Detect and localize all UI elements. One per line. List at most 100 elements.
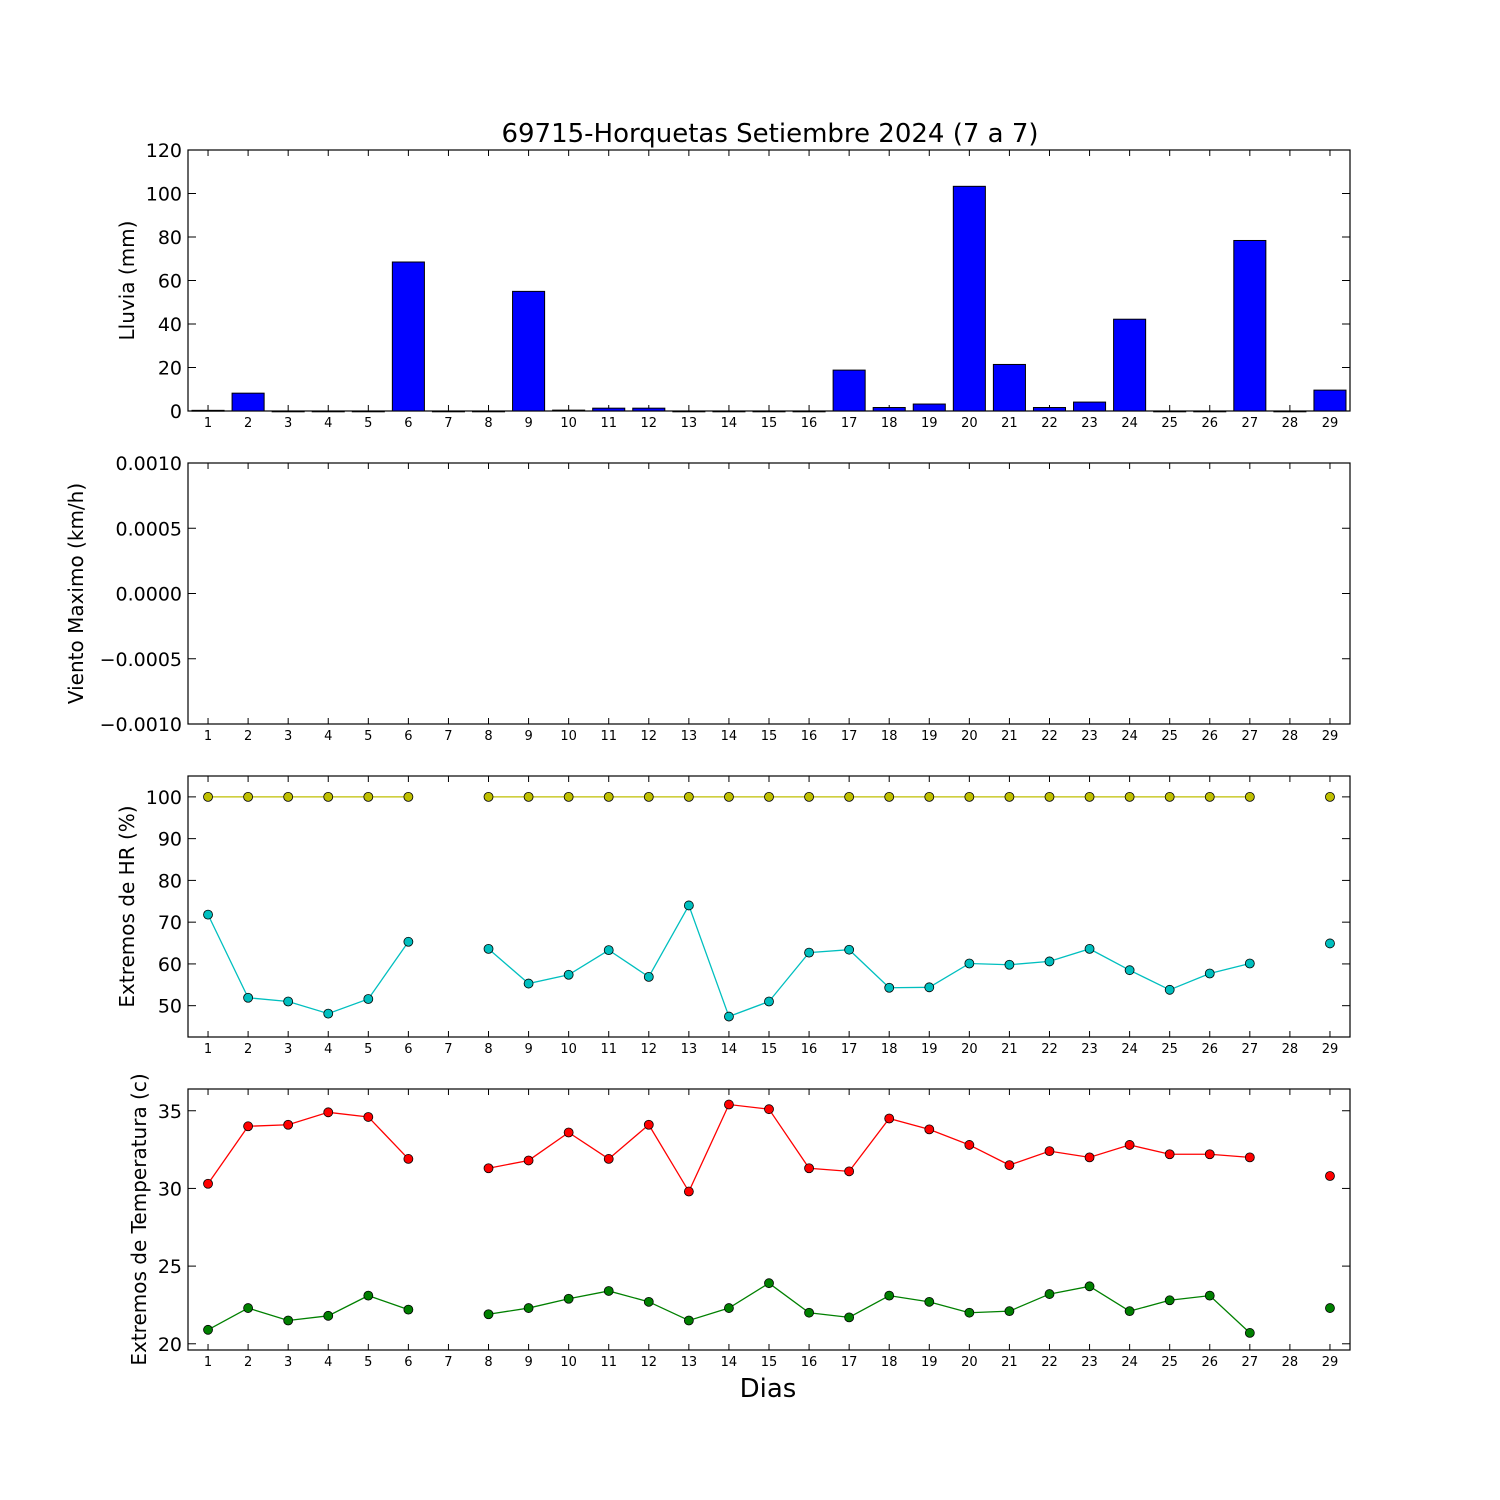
hr-xtick-label: 19 [921, 1042, 938, 1057]
hr-data-point [283, 791, 294, 802]
rain-xtick-label: 25 [1161, 416, 1178, 431]
wind-xtick-label: 1 [204, 729, 212, 744]
wind-xtick-label: 3 [284, 729, 292, 744]
hr-data-point [1164, 984, 1175, 995]
temp-data-point [1044, 1146, 1055, 1157]
temp-xtick-label: 20 [961, 1355, 978, 1370]
wind-xtick-label: 6 [404, 729, 412, 744]
temp-data-point [323, 1310, 334, 1321]
temp-data-point [1204, 1149, 1215, 1160]
hr-data-point [243, 791, 254, 802]
hr-data-point [1004, 959, 1015, 970]
temp-data-point [844, 1312, 855, 1323]
temp-data-point [964, 1140, 975, 1150]
rain-bar [1193, 410, 1227, 413]
hr-data-point [643, 791, 654, 802]
rain-xtick-label: 10 [560, 416, 577, 431]
rain-xtick-label: 18 [881, 416, 898, 431]
wind-xtick-label: 21 [1001, 729, 1018, 744]
temp-data-point [243, 1121, 254, 1132]
hr-xtick-label: 11 [600, 1042, 617, 1057]
temp-xtick-label: 16 [801, 1355, 818, 1370]
temp-xtick-label: 11 [600, 1355, 617, 1370]
hr-data-point [1244, 958, 1255, 969]
hr-ytick-label: 50 [158, 996, 182, 1018]
temp-xtick-label: 18 [881, 1355, 898, 1370]
temp-data-point [964, 1307, 975, 1318]
hr-xtick-label: 2 [244, 1042, 252, 1057]
temp-data-point [1004, 1306, 1015, 1317]
temp-xtick-label: 12 [641, 1355, 658, 1370]
rain-bar [512, 290, 546, 412]
wind-xtick-label: 18 [881, 729, 898, 744]
temp-data-point [1164, 1149, 1175, 1160]
hr-data-point [964, 791, 975, 802]
temp-xtick-label: 1 [204, 1355, 212, 1370]
temp-data-point [724, 1099, 734, 1110]
rain-xtick-label: 26 [1201, 416, 1218, 431]
rain-xtick-label: 4 [324, 416, 332, 431]
wind-xtick-label: 23 [1081, 729, 1098, 744]
hr-xtick-label: 26 [1201, 1042, 1218, 1057]
temp-data-point [844, 1166, 855, 1177]
wind-xtick-label: 14 [721, 729, 738, 744]
rain-bar [592, 407, 626, 412]
temp-data-point [683, 1186, 694, 1197]
rain-xtick-label: 14 [721, 416, 738, 431]
rain-bar [1233, 239, 1267, 412]
rain-xtick-label: 20 [961, 416, 978, 431]
wind-ytick-label: −0.0005 [100, 649, 182, 671]
wind-xtick-label: 28 [1282, 729, 1299, 744]
temp-data-point [1124, 1306, 1135, 1317]
hr-data-point [243, 992, 254, 1003]
temp-xtick-label: 29 [1322, 1355, 1339, 1370]
hr-data-point [1084, 791, 1095, 802]
rain-bar [952, 185, 986, 412]
rain-ytick-label: 40 [158, 314, 182, 336]
rain-ytick-label: 80 [158, 227, 182, 249]
temp-data-point [563, 1293, 574, 1304]
wind-xtick-label: 20 [961, 729, 978, 744]
wind-xtick-label: 25 [1161, 729, 1178, 744]
hr-xtick-label: 18 [881, 1042, 898, 1057]
hr-xtick-label: 16 [801, 1042, 818, 1057]
temp-data-point [764, 1278, 774, 1289]
hr-xtick-label: 20 [961, 1042, 978, 1057]
wind-xtick-label: 15 [761, 729, 778, 744]
hr-xtick-label: 6 [404, 1042, 412, 1057]
hr-data-point [764, 996, 774, 1007]
temp-xtick-label: 19 [921, 1355, 938, 1370]
hr-data-point [483, 943, 494, 954]
hr-xtick-label: 29 [1322, 1042, 1339, 1057]
rain-xtick-label: 29 [1322, 416, 1339, 431]
hr-xtick-label: 24 [1121, 1042, 1138, 1057]
hr-xtick-label: 21 [1001, 1042, 1018, 1057]
temp-xtick-label: 13 [681, 1355, 698, 1370]
hr-data-point [643, 971, 654, 982]
wind-ytick-label: −0.0010 [100, 714, 182, 736]
temp-xtick-label: 24 [1121, 1355, 1138, 1370]
rain-bar [832, 369, 866, 412]
hr-data-point [1164, 791, 1175, 802]
temp-data-point [203, 1324, 213, 1335]
rain-xtick-label: 24 [1121, 416, 1138, 431]
rain-bar [1313, 389, 1347, 412]
temp-ytick-label: 25 [158, 1256, 182, 1278]
temp-xtick-label: 26 [1201, 1355, 1218, 1370]
temp-data-point [643, 1119, 654, 1130]
hr-data-point [323, 791, 334, 802]
rain-xtick-label: 7 [444, 416, 452, 431]
temp-data-point [523, 1155, 534, 1166]
temp-xtick-label: 5 [364, 1355, 372, 1370]
hr-data-point [884, 791, 895, 802]
wind-xtick-label: 11 [600, 729, 617, 744]
hr-xtick-label: 5 [364, 1042, 372, 1057]
hr-data-point [964, 958, 975, 969]
hr-ytick-label: 100 [146, 787, 182, 809]
temp-data-point [643, 1296, 654, 1307]
hr-data-point [563, 969, 574, 980]
rain-bar [632, 407, 666, 412]
hr-data-point [523, 978, 534, 989]
